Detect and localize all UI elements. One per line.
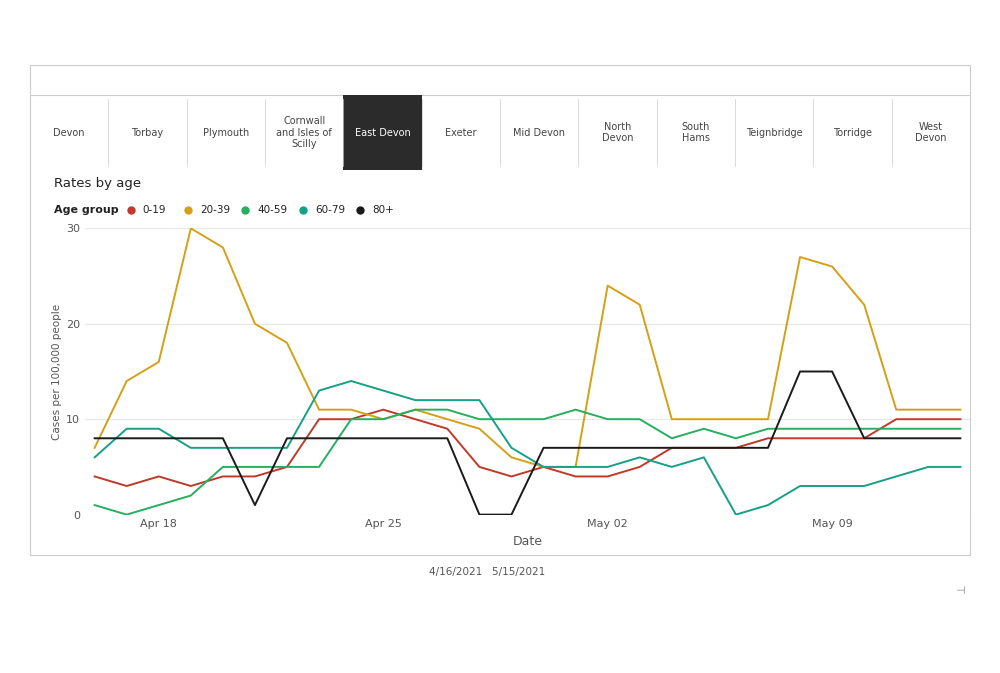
Text: Torbay: Torbay xyxy=(131,127,164,137)
Text: Devon: Devon xyxy=(53,127,85,137)
Text: 20-39: 20-39 xyxy=(200,205,230,215)
Text: Torridge: Torridge xyxy=(833,127,872,137)
Text: North
Devon: North Devon xyxy=(602,122,633,143)
Text: Plymouth: Plymouth xyxy=(203,127,249,137)
Text: 0-19: 0-19 xyxy=(143,205,166,215)
Y-axis label: Cases per 100,000 people: Cases per 100,000 people xyxy=(52,304,62,439)
Text: Age group: Age group xyxy=(54,205,122,215)
Text: 60-79: 60-79 xyxy=(315,205,345,215)
Text: Exeter: Exeter xyxy=(445,127,477,137)
Text: 80+: 80+ xyxy=(372,205,394,215)
Text: Mid Devon: Mid Devon xyxy=(513,127,565,137)
Text: Teignbridge: Teignbridge xyxy=(746,127,802,137)
Text: Rates by age: Rates by age xyxy=(54,176,141,190)
Text: East Devon: East Devon xyxy=(355,127,410,137)
Text: West
Devon: West Devon xyxy=(915,122,947,143)
Text: Cornwall
and Isles of
Scilly: Cornwall and Isles of Scilly xyxy=(276,116,332,149)
Text: 40-59: 40-59 xyxy=(257,205,288,215)
Text: Date: Date xyxy=(512,535,542,548)
Text: 4/16/2021   5/15/2021: 4/16/2021 5/15/2021 xyxy=(429,567,546,577)
Text: South
Hams: South Hams xyxy=(682,122,710,143)
FancyBboxPatch shape xyxy=(343,95,422,170)
Text: Confirmed cases by age: Confirmed cases by age xyxy=(44,73,249,87)
Text: ⊣: ⊣ xyxy=(955,586,965,596)
